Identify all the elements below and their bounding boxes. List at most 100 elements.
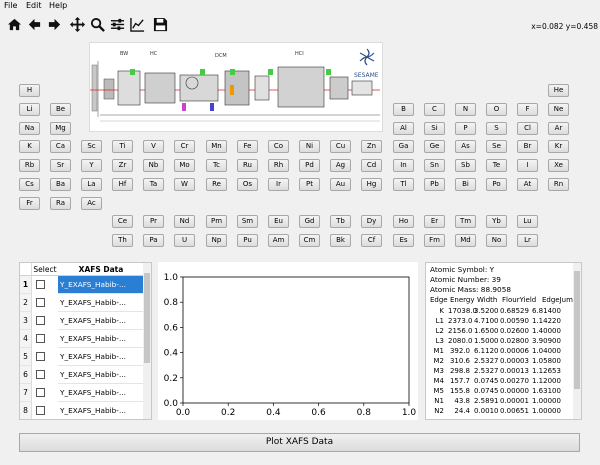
element-button-ir[interactable]: Ir	[268, 178, 289, 191]
menu-help[interactable]: Help	[49, 1, 68, 10]
element-button-np[interactable]: Np	[206, 234, 227, 247]
element-button-ba[interactable]: Ba	[50, 178, 71, 191]
xafs-data-cell[interactable]: Y_EXAFS_Habib-...	[58, 330, 144, 348]
element-button-ne[interactable]: Ne	[548, 103, 569, 116]
element-button-n[interactable]: N	[455, 103, 476, 116]
element-button-lr[interactable]: Lr	[517, 234, 538, 247]
element-button-sn[interactable]: Sn	[424, 159, 445, 172]
row-number[interactable]: 6	[20, 366, 32, 384]
element-button-pu[interactable]: Pu	[237, 234, 258, 247]
element-button-ta[interactable]: Ta	[143, 178, 164, 191]
table-row[interactable]: 8 Y_EXAFS_Habib-...	[20, 402, 144, 419]
table-row[interactable]: 3 Y_EXAFS_Habib-...	[20, 312, 144, 330]
element-button-sb[interactable]: Sb	[455, 159, 476, 172]
element-button-gd[interactable]: Gd	[299, 215, 320, 228]
info-scroll-thumb[interactable]	[574, 271, 580, 389]
element-button-no[interactable]: No	[486, 234, 507, 247]
element-button-pm[interactable]: Pm	[206, 215, 227, 228]
menu-edit[interactable]: Edit	[26, 1, 42, 10]
element-button-cr[interactable]: Cr	[174, 140, 195, 153]
element-button-be[interactable]: Be	[50, 103, 71, 116]
configure-icon[interactable]	[109, 16, 126, 33]
element-button-re[interactable]: Re	[206, 178, 227, 191]
element-button-fr[interactable]: Fr	[19, 197, 40, 210]
forward-icon[interactable]	[46, 16, 63, 33]
row-number[interactable]: 3	[20, 312, 32, 330]
element-button-la[interactable]: La	[81, 178, 102, 191]
element-button-xe[interactable]: Xe	[548, 159, 569, 172]
table-row[interactable]: 2 Y_EXAFS_Habib-...	[20, 294, 144, 312]
element-button-as[interactable]: As	[455, 140, 476, 153]
plot-xafs-data-button[interactable]: Plot XAFS Data	[19, 433, 580, 452]
element-button-in[interactable]: In	[393, 159, 414, 172]
element-button-li[interactable]: Li	[19, 103, 40, 116]
element-button-ho[interactable]: Ho	[393, 215, 414, 228]
header-select[interactable]: Select	[32, 263, 58, 276]
element-button-pd[interactable]: Pd	[299, 159, 320, 172]
select-checkbox[interactable]	[36, 352, 45, 361]
select-checkbox[interactable]	[36, 406, 45, 415]
axes-icon[interactable]	[129, 16, 146, 33]
element-button-w[interactable]: W	[174, 178, 195, 191]
home-icon[interactable]	[6, 16, 23, 33]
element-button-ti[interactable]: Ti	[112, 140, 133, 153]
element-button-fe[interactable]: Fe	[237, 140, 258, 153]
element-button-pt[interactable]: Pt	[299, 178, 320, 191]
row-number[interactable]: 4	[20, 330, 32, 348]
element-button-pb[interactable]: Pb	[424, 178, 445, 191]
row-number[interactable]: 8	[20, 402, 32, 419]
element-button-th[interactable]: Th	[112, 234, 133, 247]
table-row[interactable]: 1 Y_EXAFS_Habib-...	[20, 276, 144, 294]
element-button-p[interactable]: P	[455, 122, 476, 135]
element-button-k[interactable]: K	[19, 140, 40, 153]
element-button-ca[interactable]: Ca	[50, 140, 71, 153]
element-button-ni[interactable]: Ni	[299, 140, 320, 153]
xafs-data-cell[interactable]: Y_EXAFS_Habib-...	[58, 276, 144, 294]
element-button-co[interactable]: Co	[268, 140, 289, 153]
zoom-icon[interactable]	[89, 16, 106, 33]
element-button-na[interactable]: Na	[19, 122, 40, 135]
element-button-rn[interactable]: Rn	[548, 178, 569, 191]
select-checkbox[interactable]	[36, 370, 45, 379]
xafs-data-cell[interactable]: Y_EXAFS_Habib-...	[58, 294, 144, 312]
row-number[interactable]: 5	[20, 348, 32, 366]
table-scroll-thumb[interactable]	[144, 273, 150, 363]
element-button-sr[interactable]: Sr	[50, 159, 71, 172]
element-button-bk[interactable]: Bk	[330, 234, 351, 247]
back-icon[interactable]	[26, 16, 43, 33]
element-button-os[interactable]: Os	[237, 178, 258, 191]
element-button-ac[interactable]: Ac	[81, 197, 102, 210]
element-button-au[interactable]: Au	[330, 178, 351, 191]
element-button-ar[interactable]: Ar	[548, 122, 569, 135]
element-button-rb[interactable]: Rb	[19, 159, 40, 172]
xafs-data-cell[interactable]: Y_EXAFS_Habib-...	[58, 348, 144, 366]
element-button-lu[interactable]: Lu	[517, 215, 538, 228]
element-button-i[interactable]: I	[517, 159, 538, 172]
element-button-se[interactable]: Se	[486, 140, 507, 153]
element-button-br[interactable]: Br	[517, 140, 538, 153]
element-button-pr[interactable]: Pr	[143, 215, 164, 228]
select-checkbox[interactable]	[36, 298, 45, 307]
table-row[interactable]: 4 Y_EXAFS_Habib-...	[20, 330, 144, 348]
element-button-rh[interactable]: Rh	[268, 159, 289, 172]
element-button-zr[interactable]: Zr	[112, 159, 133, 172]
table-row[interactable]: 7 Y_EXAFS_Habib-...	[20, 384, 144, 402]
element-button-es[interactable]: Es	[393, 234, 414, 247]
element-button-te[interactable]: Te	[486, 159, 507, 172]
element-button-tl[interactable]: Tl	[393, 178, 414, 191]
xafs-data-cell[interactable]: Y_EXAFS_Habib-...	[58, 312, 144, 330]
table-row[interactable]: 6 Y_EXAFS_Habib-...	[20, 366, 144, 384]
menu-file[interactable]: File	[4, 1, 18, 10]
element-button-mn[interactable]: Mn	[206, 140, 227, 153]
element-button-o[interactable]: O	[486, 103, 507, 116]
table-row[interactable]: 5 Y_EXAFS_Habib-...	[20, 348, 144, 366]
element-button-tc[interactable]: Tc	[206, 159, 227, 172]
element-button-po[interactable]: Po	[486, 178, 507, 191]
element-button-kr[interactable]: Kr	[548, 140, 569, 153]
row-number[interactable]: 2	[20, 294, 32, 312]
element-button-eu[interactable]: Eu	[268, 215, 289, 228]
info-scrollbar[interactable]	[573, 263, 581, 419]
xafs-plot-canvas[interactable]: 0.0 0.2 0.4 0.6 0.8 1.0 0.0 0.2 0.4 0.6 0.8 1.0	[158, 262, 418, 420]
element-button-cm[interactable]: Cm	[299, 234, 320, 247]
element-button-yb[interactable]: Yb	[486, 215, 507, 228]
